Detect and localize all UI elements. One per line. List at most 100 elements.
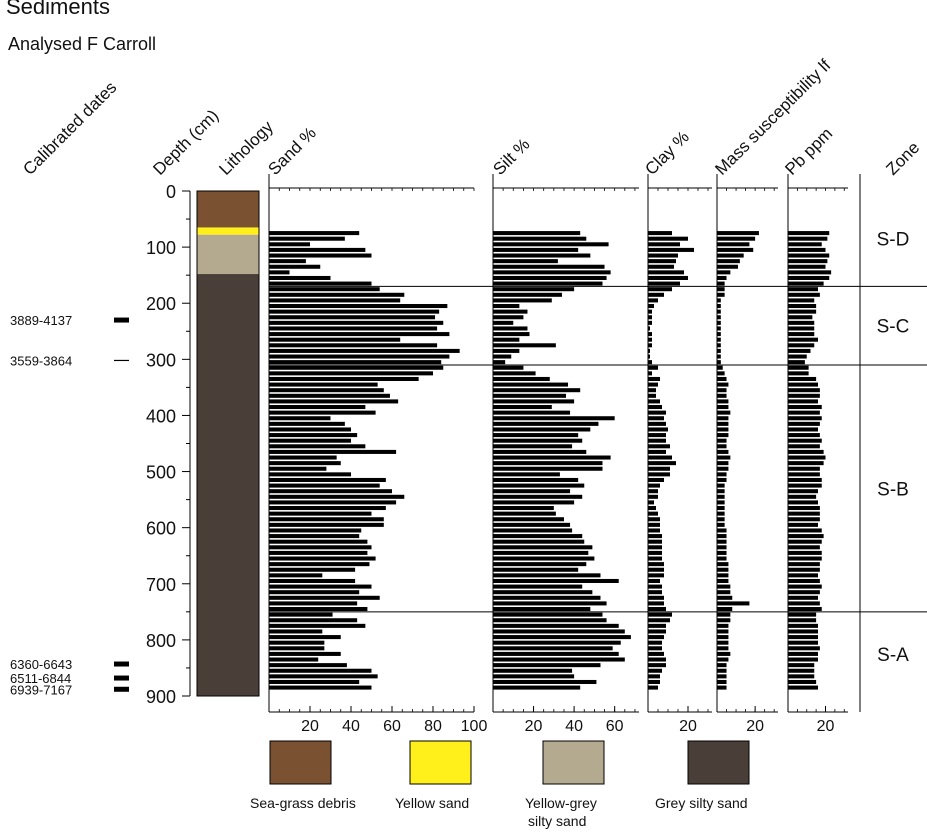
data-bar [648,657,666,662]
data-bar [269,354,450,359]
legend-swatch [409,740,472,785]
data-bar [788,393,820,398]
data-bar [648,494,658,499]
data-bar [788,337,818,342]
data-bar [648,489,658,494]
data-bar [788,449,824,454]
date-label: 3889-4137 [10,313,72,328]
panel-tick-label: 40 [342,718,360,735]
data-bar [648,578,660,583]
data-bar [788,506,820,511]
data-bar [788,427,818,432]
depth-tick-label: 900 [146,687,176,707]
data-bar [493,556,595,561]
data-bar [648,567,664,572]
data-bar [493,595,601,600]
data-bar [648,449,666,454]
data-bar [788,304,817,309]
data-bar [648,663,666,668]
data-bar [717,388,727,393]
data-bar [788,545,820,550]
data-bar [648,595,664,600]
data-bar [717,332,721,337]
data-bar [717,410,731,415]
data-bar [788,287,818,292]
data-bar [788,433,820,438]
data-bar [788,405,822,410]
data-bar [788,607,822,612]
data-bar [648,534,662,539]
data-bar [493,534,583,539]
data-bar [788,376,817,381]
data-bar [788,685,818,690]
data-bar [717,506,725,511]
data-bar [648,607,666,612]
depth-tick-label: 0 [166,182,176,202]
data-bar [717,477,727,482]
data-bar [493,646,613,651]
data-bar [648,410,666,415]
data-bar [648,315,652,320]
data-bar [493,679,597,684]
data-bar [788,326,815,331]
data-bar [269,607,368,612]
data-bar [788,461,824,466]
data-bar [648,292,664,297]
data-bar [788,281,824,286]
data-bar [717,348,721,353]
data-bar [493,466,603,471]
data-bar [493,326,528,331]
data-bar [788,500,818,505]
data-bar [788,635,818,640]
date-marker [114,675,129,681]
panel-tick-label: 20 [817,718,835,735]
data-bar [717,393,727,398]
date-marker [114,686,129,692]
data-bar [648,416,664,421]
data-bar [493,393,566,398]
data-bar [493,292,562,297]
data-bar [788,623,818,628]
data-bar [788,382,818,387]
data-bar [269,635,341,640]
data-bar [788,236,828,241]
data-bar [269,595,380,600]
data-bar [648,455,672,460]
data-bar [788,354,807,359]
data-bar [269,584,372,589]
data-bar [717,416,729,421]
data-bar [788,231,830,236]
data-bar [269,270,290,275]
data-bar [648,466,670,471]
data-bar [717,461,729,466]
data-bar [269,573,323,578]
data-bar [717,247,754,252]
data-bar [269,376,419,381]
data-bar [648,511,658,516]
data-bar [269,679,360,684]
data-bar [269,522,384,527]
data-bar [269,623,366,628]
data-bar [717,449,729,454]
data-bar [648,343,652,348]
data-bar [648,275,688,280]
data-bar [717,433,729,438]
data-bar [788,466,820,471]
data-bar [717,646,729,651]
zone-label: S-B [877,479,909,500]
data-bar [493,360,506,365]
data-bar [788,550,822,555]
data-bar [269,618,358,623]
data-bar [717,657,729,662]
data-bar [493,590,593,595]
data-bar [493,242,609,247]
data-bar [648,646,662,651]
data-bar [493,612,603,617]
depth-tick-label: 500 [146,463,176,483]
data-bar [493,354,512,359]
data-bar [788,573,818,578]
data-bar [788,567,820,572]
data-bar [717,567,729,572]
data-bar [788,646,820,651]
data-bar [788,511,820,516]
